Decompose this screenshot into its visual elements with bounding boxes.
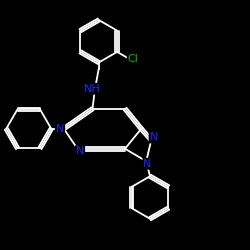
Text: N: N [56, 124, 64, 134]
Text: Cl: Cl [128, 54, 138, 64]
Text: N: N [150, 132, 158, 142]
Text: NH: NH [84, 84, 101, 94]
Text: N: N [143, 159, 152, 169]
Text: N: N [76, 146, 84, 156]
